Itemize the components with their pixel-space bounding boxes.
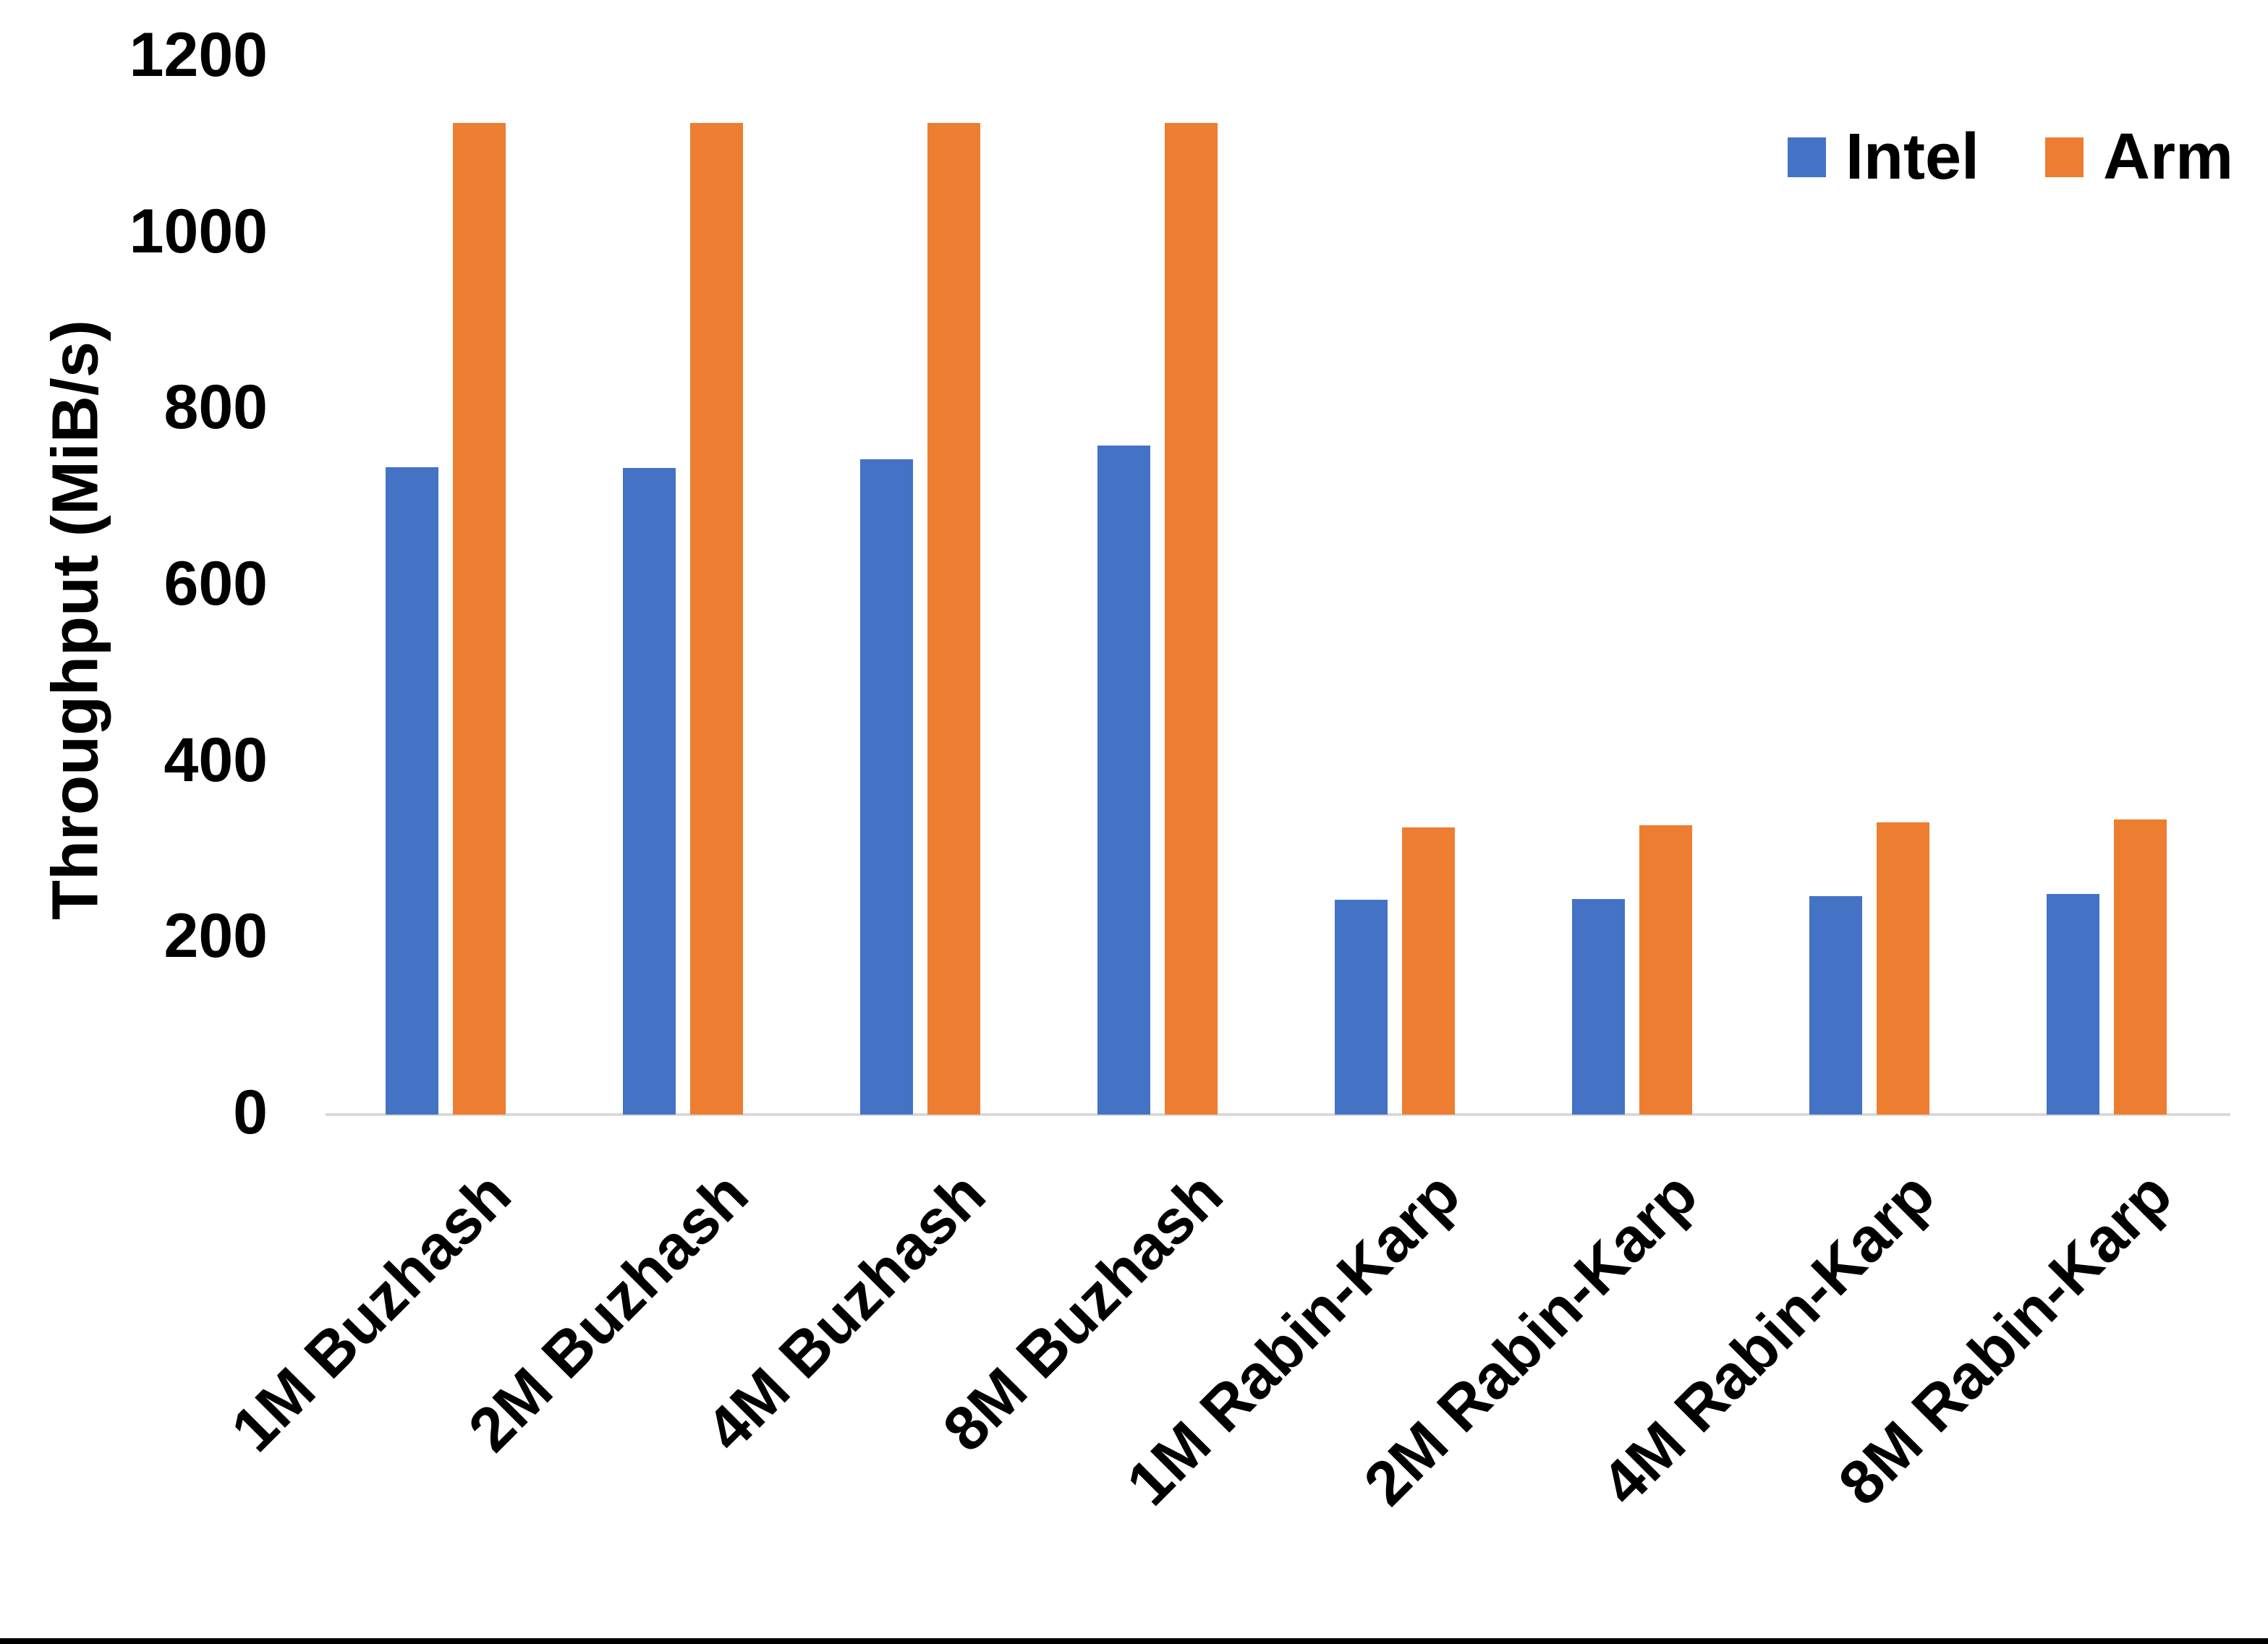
- arm-bar: [690, 123, 743, 1115]
- intel-bar: [1335, 900, 1388, 1115]
- intel-bar: [2047, 894, 2099, 1115]
- y-tick-label: 0: [233, 1078, 268, 1147]
- intel-bar: [860, 459, 913, 1115]
- y-tick-label: 600: [163, 549, 268, 618]
- intel-bar: [1809, 896, 1862, 1115]
- arm-bar: [1165, 123, 1218, 1115]
- page-bottom-edge: [0, 1638, 2268, 1644]
- y-tick-label: 800: [163, 372, 268, 443]
- arm-bar: [927, 123, 980, 1115]
- y-tick-label: 400: [163, 725, 268, 795]
- arm-bar: [453, 123, 506, 1115]
- legend-swatch-intel: [1788, 137, 1826, 177]
- legend-label: Intel: [1846, 121, 1980, 193]
- x-axis-line: [326, 1113, 2230, 1116]
- y-tick-label: 1200: [129, 20, 268, 90]
- y-tick-label: 1000: [129, 196, 268, 266]
- legend-label: Arm: [2103, 121, 2234, 193]
- legend: Intel Arm: [1788, 124, 2233, 189]
- arm-bar: [2114, 819, 2167, 1115]
- legend-item-arm: Arm: [2045, 124, 2233, 189]
- y-tick-label: 200: [163, 901, 268, 971]
- arm-bar: [1877, 822, 1929, 1115]
- arm-bar: [1402, 827, 1455, 1115]
- intel-bar: [1572, 899, 1625, 1115]
- legend-swatch-arm: [2045, 137, 2084, 177]
- intel-bar: [1097, 446, 1150, 1115]
- intel-bar: [386, 467, 438, 1115]
- arm-bar: [1639, 825, 1692, 1115]
- legend-item-intel: Intel: [1788, 124, 1979, 189]
- intel-bar: [623, 468, 676, 1115]
